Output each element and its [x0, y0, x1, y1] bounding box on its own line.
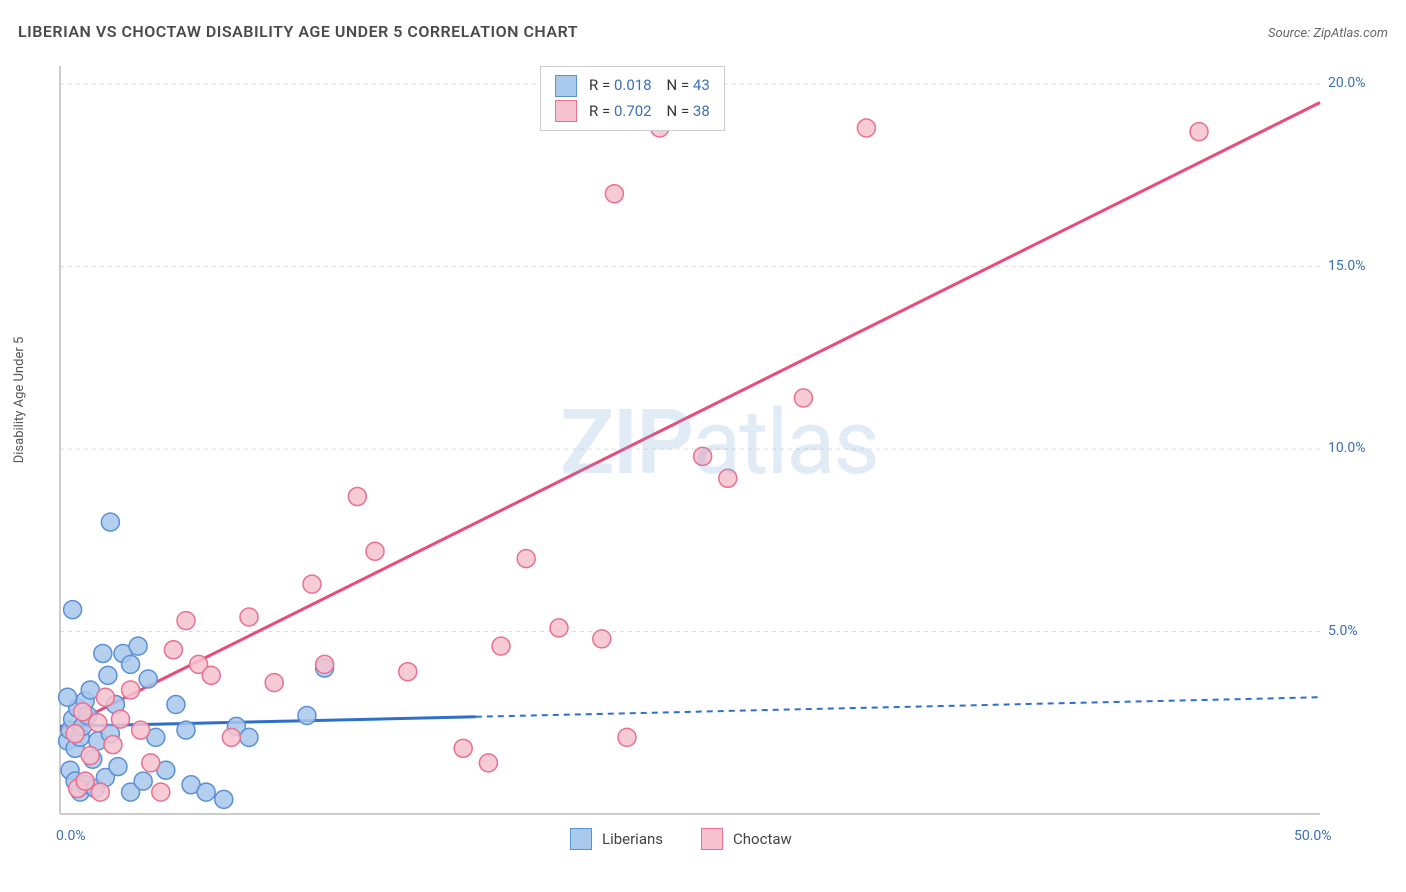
chart-area: ZIPatlas R = 0.018 N = 43 R = 0.702 N = …	[50, 60, 1390, 830]
legend-swatch-choctaw	[701, 828, 723, 850]
stats-legend-row: R = 0.018 N = 43	[555, 73, 710, 99]
stats-legend-row: R = 0.702 N = 38	[555, 99, 710, 125]
stats-legend: R = 0.018 N = 43 R = 0.702 N = 38	[540, 66, 725, 131]
stats-legend-text: R = 0.702 N = 38	[589, 99, 710, 125]
legend-swatch-choctaw	[555, 100, 577, 122]
y-tick-label: 20.0%	[1328, 75, 1366, 91]
y-axis-label: Disability Age Under 5	[12, 337, 27, 464]
chart-title: LIBERIAN VS CHOCTAW DISABILITY AGE UNDER…	[18, 22, 578, 41]
x-tick-label: 50.0%	[1294, 828, 1332, 844]
series-legend-item: Liberians	[570, 828, 663, 850]
legend-swatch-liberians	[555, 75, 577, 97]
series-legend: Liberians Choctaw	[570, 828, 792, 850]
legend-swatch-liberians	[570, 828, 592, 850]
series-label: Choctaw	[733, 830, 792, 848]
y-tick-label: 5.0%	[1328, 623, 1358, 639]
y-tick-label: 10.0%	[1328, 440, 1366, 456]
y-tick-label: 15.0%	[1328, 258, 1366, 274]
header: LIBERIAN VS CHOCTAW DISABILITY AGE UNDER…	[18, 22, 1388, 41]
source-attribution: Source: ZipAtlas.com	[1268, 26, 1388, 41]
scatter-chart	[50, 60, 1390, 860]
series-label: Liberians	[602, 830, 663, 848]
stats-legend-text: R = 0.018 N = 43	[589, 73, 710, 99]
series-legend-item: Choctaw	[701, 828, 792, 850]
x-tick-label: 0.0%	[56, 828, 86, 844]
